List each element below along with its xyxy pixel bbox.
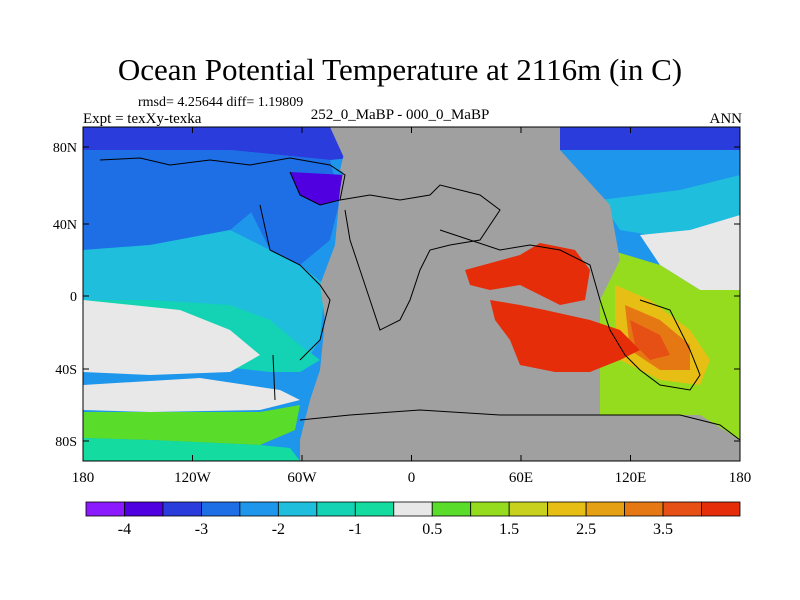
colorbar-swatch — [508, 501, 549, 517]
map-panel — [83, 127, 740, 461]
x-ticks: 180 120W 60W 0 60E 120E 180 — [72, 127, 752, 486]
colorbar-swatch — [624, 501, 664, 517]
ocean-pacific-west — [83, 257, 180, 300]
colorbar-swatch — [701, 501, 741, 517]
colorbar-swatch — [124, 501, 164, 517]
ocean-north-east — [560, 150, 740, 200]
y-ticks: 80N 40N 0 40S 80S — [53, 141, 740, 450]
x-tick-label: 180 — [72, 470, 95, 486]
difference-label: 252_0_MaBP - 000_0_MaBP — [310, 107, 490, 123]
y-tick-label: 40S — [55, 363, 77, 378]
y-tick-label: 80N — [53, 141, 77, 156]
ocean-cold-core — [290, 172, 355, 205]
colorbar-label: 1.5 — [499, 521, 519, 538]
season-label: ANN — [709, 111, 743, 127]
y-tick-label: 40N — [53, 218, 77, 233]
ocean-tethys-warm — [465, 243, 590, 305]
colorbar-label: -3 — [195, 521, 208, 538]
x-tick-label: 60W — [287, 470, 317, 486]
colorbar-swatch — [239, 501, 279, 517]
colorbar-swatch — [277, 501, 318, 517]
colorbar-swatch — [85, 501, 125, 517]
ocean-southern-neutral — [83, 378, 300, 412]
colorbar-swatch — [316, 501, 356, 517]
ocean-arctic-east — [560, 127, 740, 150]
y-tick-label: 0 — [70, 290, 77, 305]
colorbar-swatch — [393, 501, 433, 517]
colorbar-swatch — [470, 501, 510, 517]
ocean-east-mid — [600, 175, 740, 235]
x-tick-label: 60E — [509, 470, 533, 486]
colorbar-swatch — [547, 501, 587, 517]
colorbar-swatch — [431, 501, 472, 517]
ocean-tethys-south-warm — [490, 300, 640, 372]
x-tick-label: 180 — [729, 470, 752, 486]
colorbar-label: -4 — [118, 521, 131, 538]
land-north — [340, 150, 440, 185]
land-mass — [300, 127, 740, 461]
colorbar: -4 -3 -2 -1 0.5 1.5 2.5 3.5 — [85, 501, 741, 538]
ocean-north-pacific — [83, 150, 260, 250]
plot-title: Ocean Potential Temperature at 2116m (in… — [117, 52, 683, 87]
ocean-southern-edge — [83, 438, 300, 461]
y-tick-label: 80S — [55, 435, 77, 450]
x-tick-label: 0 — [408, 470, 416, 486]
colorbar-label: -2 — [272, 521, 285, 538]
ocean-east-neutral — [640, 215, 740, 290]
x-tick-label: 120E — [615, 470, 647, 486]
colorbar-label: 2.5 — [576, 521, 596, 538]
stats-label: rmsd= 4.25644 diff= 1.19809 — [138, 95, 304, 110]
colorbar-swatch — [662, 501, 702, 517]
colorbar-label: 3.5 — [653, 521, 673, 538]
ocean-south-pacific-neutral — [83, 300, 260, 375]
ocean-southern-green — [83, 405, 300, 445]
colorbar-swatch — [354, 501, 395, 517]
colorbar-swatch — [201, 501, 241, 517]
colorbar-swatch — [585, 501, 625, 517]
x-tick-label: 120W — [174, 470, 212, 486]
colorbar-label: 0.5 — [422, 521, 442, 538]
experiment-label: Expt = texXy-texka — [83, 111, 202, 127]
colorbar-label: -1 — [349, 521, 362, 538]
colorbar-swatch — [162, 501, 202, 517]
